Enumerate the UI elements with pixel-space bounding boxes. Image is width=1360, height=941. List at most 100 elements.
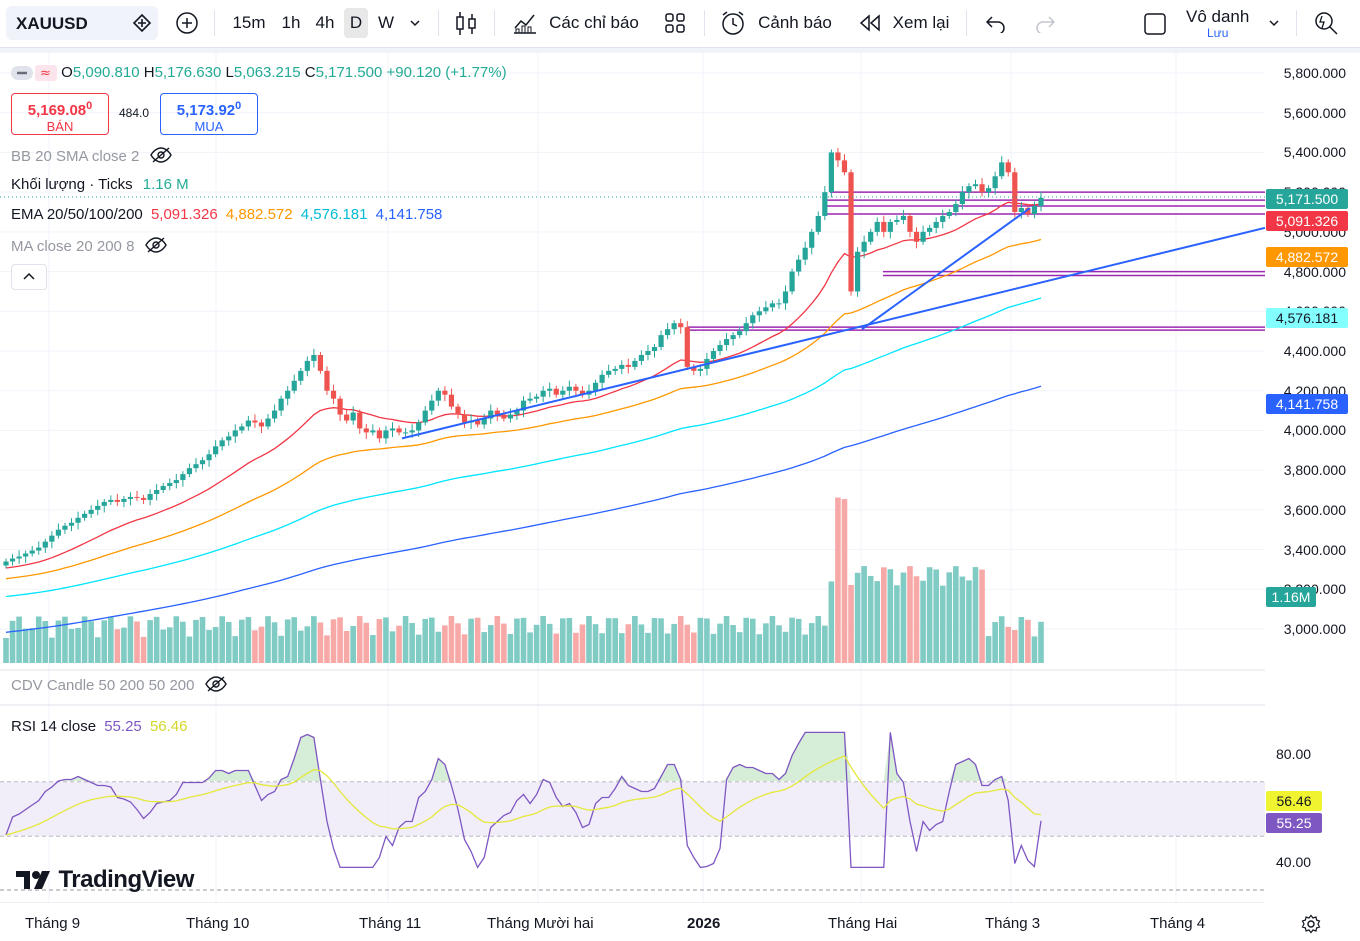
candle-body — [435, 390, 441, 401]
interval-15m[interactable]: 15m — [232, 13, 266, 32]
volume-bar — [979, 569, 985, 663]
volume-bar — [62, 616, 68, 663]
candle-body — [127, 496, 134, 499]
candle-body — [573, 386, 579, 391]
volume-bar — [887, 569, 894, 663]
candle-body — [330, 390, 337, 399]
alert-clock-icon[interactable] — [720, 10, 748, 43]
candle-body — [402, 432, 409, 434]
volume-bar — [507, 633, 514, 663]
volume-bar — [81, 616, 88, 663]
volume-bar — [219, 616, 225, 663]
trend-line — [401, 226, 1265, 440]
volume-bar — [710, 633, 717, 663]
ema100-price-tag: 4,576.181 — [1266, 308, 1348, 328]
volume-bar — [573, 632, 579, 663]
volume-bar — [94, 637, 101, 663]
price-axis[interactable]: 5,800.0005,600.0005,400.0005,200.0005,00… — [1265, 53, 1360, 903]
candle-body — [809, 231, 815, 248]
add-symbol-icon[interactable] — [132, 13, 152, 33]
tradingview-logo-icon — [16, 871, 50, 889]
volume-legend[interactable]: Khối lượng · Ticks 1.16 M — [11, 176, 189, 193]
symbol-search-button[interactable]: XAUUSD — [6, 6, 158, 40]
redo-icon[interactable] — [1034, 13, 1056, 38]
hidden-eye-icon[interactable] — [204, 675, 227, 697]
volume-bar — [514, 618, 520, 663]
volume-bar — [55, 620, 62, 663]
interval-w[interactable]: W — [377, 13, 395, 32]
layout-checkbox-icon[interactable] — [1143, 12, 1167, 41]
volume-bar — [913, 576, 920, 663]
layout-name[interactable]: Vô danh — [1186, 7, 1250, 26]
legend-toggle-icon[interactable]: ≈ — [11, 64, 57, 82]
tradingview-logo[interactable]: TradingView — [14, 866, 194, 896]
volume-bar — [127, 616, 134, 663]
ema-label: EMA 20/50/100/200 — [11, 206, 143, 223]
volume-label: Khối lượng · Ticks — [11, 176, 133, 193]
hidden-eye-icon[interactable] — [149, 146, 172, 168]
alert-button[interactable]: Cảnh báo — [758, 13, 832, 32]
candle-body — [324, 370, 330, 391]
interval-4h[interactable]: 4h — [315, 13, 335, 32]
sell-button[interactable]: 5,169.080 BÁN — [11, 93, 109, 135]
replay-icon[interactable] — [858, 14, 882, 37]
price-axis-label: 3,600.000 — [1283, 501, 1346, 518]
interval-d[interactable]: D — [344, 8, 368, 38]
undo-icon[interactable] — [985, 13, 1007, 38]
volume-bar — [769, 616, 776, 663]
price-chart[interactable] — [0, 53, 1265, 903]
candle-body — [396, 428, 402, 433]
volume-bar — [966, 580, 972, 663]
buy-price-sup: 0 — [235, 100, 242, 112]
volume-bar — [605, 618, 612, 663]
volume-bar — [664, 633, 671, 663]
divider — [966, 10, 967, 36]
buy-button[interactable]: 5,173.920 MUA — [160, 93, 258, 135]
candle-style-icon[interactable] — [454, 11, 478, 42]
candle-body — [992, 176, 998, 189]
volume-bar — [297, 630, 304, 663]
candle-body — [874, 221, 880, 232]
candle-body — [678, 323, 684, 328]
settings-gear-icon[interactable] — [1301, 914, 1321, 939]
candle-body — [841, 160, 848, 173]
volume-bar — [134, 621, 140, 663]
candle-body — [953, 204, 959, 212]
candle-body — [147, 493, 153, 500]
interval-1h[interactable]: 1h — [281, 13, 301, 32]
indicators-icon[interactable] — [512, 11, 538, 40]
rsi-ma-line — [5, 755, 1042, 836]
candle-body — [422, 410, 428, 423]
indicators-button[interactable]: Các chỉ báo — [549, 13, 639, 32]
templates-grid-icon[interactable] — [664, 12, 686, 39]
volume-bar — [730, 625, 736, 663]
interval-chevron-down-icon[interactable] — [408, 16, 422, 35]
candle-body — [298, 370, 304, 381]
rsi-legend[interactable]: RSI 14 close 55.25 56.46 — [11, 718, 187, 735]
candle-body — [1038, 197, 1044, 207]
bb-legend[interactable]: BB 20 SMA close 2 — [11, 146, 172, 168]
candle-body — [350, 412, 356, 421]
ma-legend[interactable]: MA close 20 200 8 — [11, 236, 167, 258]
hidden-eye-icon[interactable] — [144, 236, 167, 258]
rsi-band — [0, 782, 1265, 836]
volume-bar — [717, 623, 723, 663]
layout-save-label[interactable]: Lưu — [1207, 26, 1229, 40]
collapse-legend-button[interactable] — [11, 264, 47, 290]
volume-bar — [121, 627, 127, 663]
quick-search-icon[interactable] — [1313, 10, 1339, 41]
candle-body — [68, 522, 75, 526]
candle-body — [88, 509, 94, 514]
candle-body — [645, 351, 651, 355]
volume-bar — [645, 632, 651, 663]
layout-chevron-down-icon[interactable] — [1267, 16, 1281, 35]
volume-bar — [815, 616, 822, 663]
replay-button[interactable]: Xem lại — [892, 13, 950, 32]
ema-legend[interactable]: EMA 20/50/100/200 5,091.326 4,882.572 4,… — [11, 206, 442, 223]
candle-body — [540, 390, 546, 397]
cdv-legend[interactable]: CDV Candle 50 200 50 200 — [11, 675, 227, 697]
compare-plus-icon[interactable] — [175, 11, 199, 35]
time-label-mar: Tháng 3 — [985, 915, 1041, 932]
volume-bar — [520, 617, 527, 663]
candle-body — [723, 339, 730, 346]
